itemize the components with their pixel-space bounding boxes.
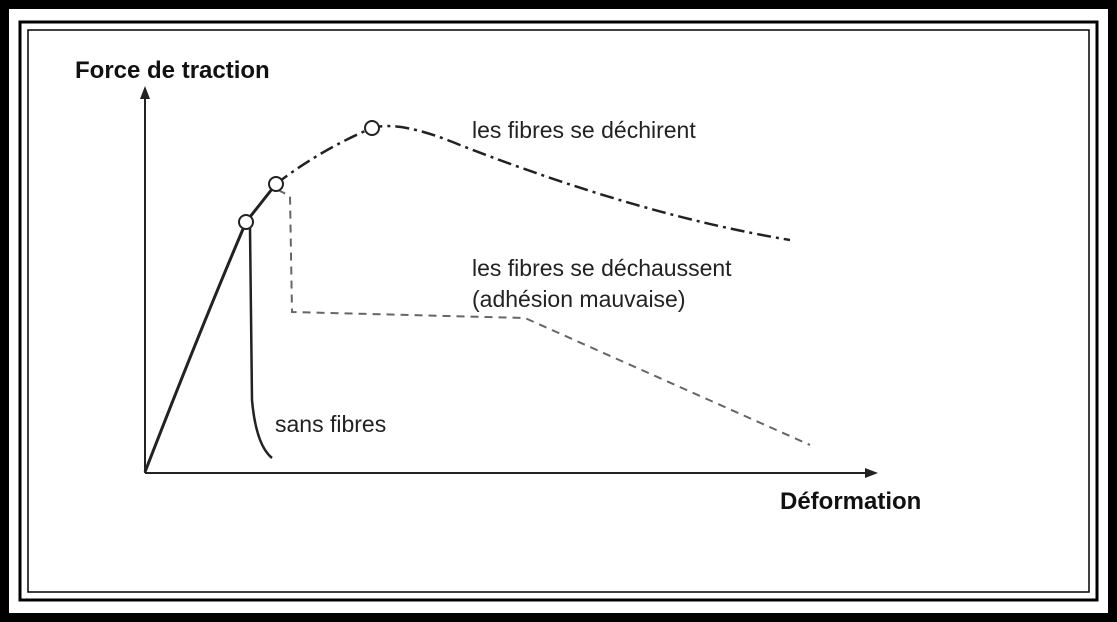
point (268, 176, 284, 192)
curve-fibres-tear (275, 124, 791, 242)
curve-label: sans fibres (275, 411, 386, 437)
border-inner (27, 29, 1090, 593)
y-axis-label: Force de traction (75, 57, 270, 84)
curve-label: les fibres se déchirent (472, 117, 696, 143)
x-arrow (865, 468, 878, 478)
point (364, 120, 380, 136)
page (9, 9, 1108, 613)
curve-label: les fibres se déchaussent (472, 255, 732, 281)
curve-fibres-pullout (277, 189, 811, 446)
elastic-curve (143, 183, 278, 473)
curve-label: (adhésion mauvaise) (472, 286, 686, 312)
point (238, 214, 254, 230)
border-outer (18, 20, 1099, 602)
curve-no-fibres (248, 227, 273, 459)
x-axis-label: Déformation (780, 488, 921, 515)
y-arrow (140, 86, 150, 99)
